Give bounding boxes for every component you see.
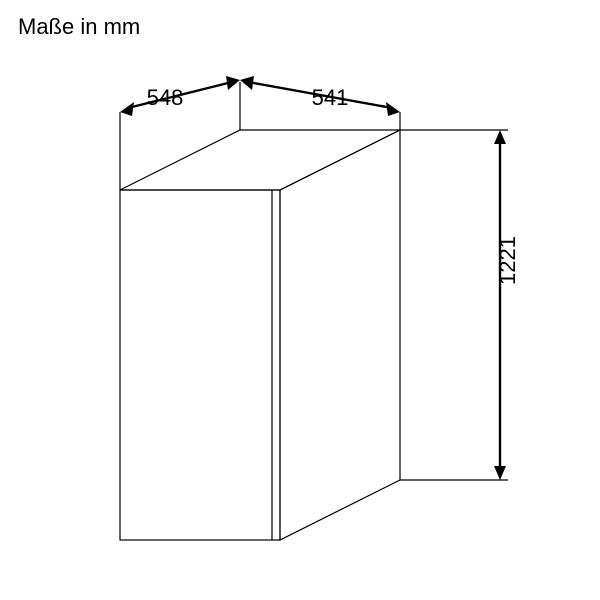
box-top-face	[120, 130, 400, 190]
dimension-height-label: 1221	[495, 236, 520, 285]
title-text: Maße in mm	[18, 14, 140, 39]
box-side-face	[280, 130, 400, 540]
box-front-face	[120, 190, 280, 540]
dimension-depth: 541	[240, 76, 400, 130]
dimension-height: 1221	[400, 130, 520, 480]
dimension-width-label: 548	[147, 85, 184, 110]
dimension-diagram: Maße in mm 548 541	[0, 0, 600, 600]
dimension-width: 548	[120, 76, 240, 190]
dimension-depth-label: 541	[312, 85, 349, 110]
